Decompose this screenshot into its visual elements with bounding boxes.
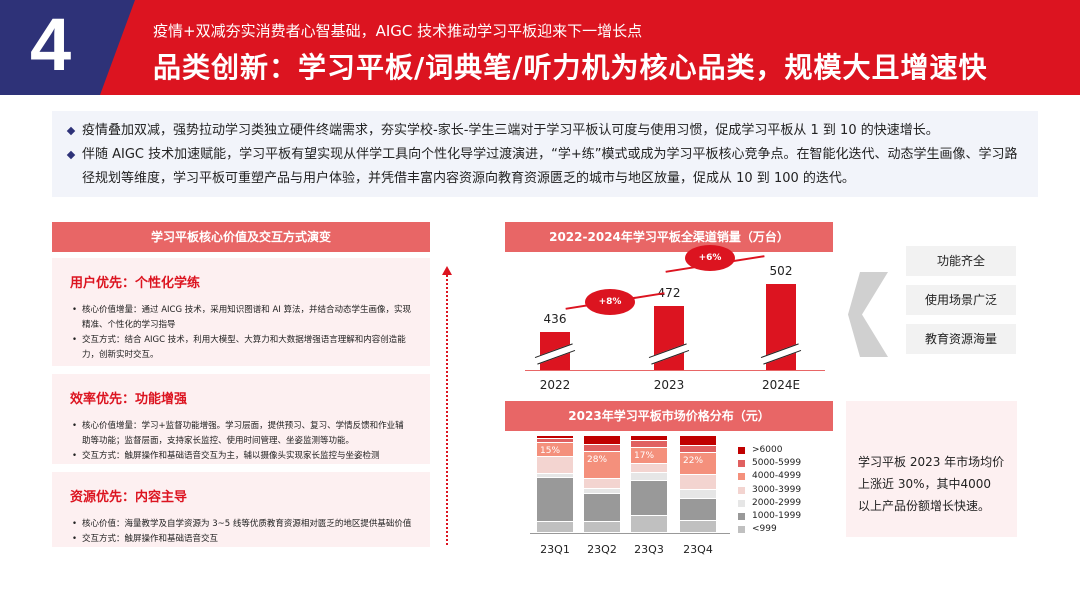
stack-segment [537,477,573,523]
stack-segment [584,494,620,523]
legend-swatch [738,499,745,507]
legend-item: >6000 [738,444,782,457]
stack-segment [631,480,667,516]
legend-item: <999 [738,523,777,536]
stack-segment [631,515,667,533]
feature-tag: 教育资源海量 [906,324,1016,354]
legend-item: 2000-2999 [738,497,801,510]
stack-segment [537,457,573,474]
stack-segment [631,436,667,441]
baseline [530,533,730,534]
legend-item: 4000-4999 [738,470,801,483]
category-label: 2022 [539,378,571,392]
segment-label: 22% [683,456,704,467]
legend-swatch [738,460,745,468]
price-chart-title: 2023年学习平板市场价格分布（元） [505,401,833,431]
evolution-arrow-line [446,275,448,545]
intro-box: 疫情叠加双减，强势拉动学习类独立硬件终端需求，夯实学校-家长-学生三端对于学习平… [52,111,1038,197]
legend-label: 5000-5999 [752,458,802,469]
category-label: 23Q4 [683,543,713,556]
value-card: 资源优先：内容主导 核心价值：海量教学及自学资源为 3~5 线等优质教育资源相对… [52,472,430,547]
price-chart: 15% 23Q1 28% 23Q2 17% 23Q3 22% 23Q4 >6000 5000-59… [505,432,833,567]
stack-segment [584,478,620,490]
sales-chart-title: 2022-2024年学习平板全渠道销量（万台） [505,222,833,252]
card-item: 核心价值增量：学习+监督功能增强。学习层面，提供预习、复习、学情反馈和作业辅助等… [70,419,412,449]
stack-segment [680,474,716,491]
stack-segment [680,453,716,475]
card-item: 交互方式：触屏操作和基础语音交互 [70,532,412,547]
legend-label: 4000-4999 [752,471,802,482]
feature-tag: 功能齐全 [906,246,1016,276]
sales-chart: 436 2022 472 2023 502 2024E +8% +6% [505,245,833,400]
market-note: 学习平板 2023 年市场均价上涨近 30%，其中4000 以上产品份额增长快速… [846,401,1017,537]
page-title: 品类创新：学习平板/词典笔/听力机为核心品类，规模大且增速快 [153,51,988,84]
value-label: 502 [769,264,793,279]
stack-segment [537,522,573,533]
legend-label: >6000 [752,445,783,455]
card-heading: 效率优先：功能增强 [70,392,188,407]
category-label: 23Q2 [587,543,617,556]
card-item: 核心价值增量：通过 AICG 技术，采用知识图谱和 AI 算法，并结合动态学生画… [70,303,412,333]
stack-segment [537,473,573,478]
intro-bullet: 疫情叠加双减，强势拉动学习类独立硬件终端需求，夯实学校-家长-学生三端对于学习平… [66,119,1024,143]
card-item: 交互方式：触屏操作和基础语音交互为主，辅以摄像头实现家长监控与坐姿检测 [70,449,412,464]
chevron-left-icon [848,272,888,357]
legend-swatch [738,526,745,534]
stack-segment [537,442,573,458]
legend-label: <999 [752,524,777,535]
legend-label: 1000-1999 [752,511,802,521]
value-label: 436 [543,311,567,326]
stack-segment [680,445,716,454]
category-label: 2024E [761,378,801,392]
segment-label: 17% [634,450,655,461]
intro-bullet: 伴随 AIGC 技术加速赋能，学习平板有望实现从伴学工具向个性化导学过渡演进，“… [66,143,1024,191]
value-card: 用户优先：个性化学练 核心价值增量：通过 AICG 技术，采用知识图谱和 AI … [52,258,430,366]
category-label: 23Q1 [540,543,570,556]
stack-segment [584,489,620,495]
legend-label: 3000-3999 [752,484,802,495]
legend-label: 2000-2999 [752,497,802,508]
header-subtitle: 疫情+双减夯实消费者心智基础，AIGC 技术推动学习平板迎来下一增长点 [153,22,643,40]
stack-segment [584,444,620,452]
stack-segment [680,499,716,522]
legend-swatch [738,513,745,520]
segment-label: 28% [587,454,608,465]
legend-item: 1000-1999 [738,510,801,523]
arrow-up-icon [442,266,452,275]
stack-segment [631,440,667,448]
stack-segment [584,522,620,533]
segment-label: 15% [540,445,561,456]
feature-tag: 使用场景广泛 [906,285,1016,315]
stack-segment [680,490,716,500]
card-item: 交互方式：结合 AIGC 技术，利用大模型、大算力和大数据增强语言理解和内容创造… [70,333,412,363]
value-card: 效率优先：功能增强 核心价值增量：学习+监督功能增强。学习层面，提供预习、复习、… [52,374,430,464]
header-bar [0,0,1080,95]
card-heading: 资源优先：内容主导 [70,490,188,505]
stack-segment [631,472,667,481]
growth-label: +8% [585,289,635,315]
stack-segment [631,447,667,465]
legend-item: 3000-3999 [738,484,801,497]
stack-segment [584,436,620,445]
card-heading: 用户优先：个性化学练 [70,276,201,291]
section-number: 4 [30,3,72,86]
legend-swatch [738,447,745,454]
legend-swatch [738,473,745,481]
stack-segment [680,436,716,446]
card-item: 核心价值：海量教学及自学资源为 3~5 线等优质教育资源相对匮乏的地区提供基础价… [70,517,412,532]
stack-segment [584,451,620,479]
baseline [525,370,825,371]
category-label: 23Q3 [634,543,664,556]
legend-swatch [738,486,745,494]
category-label: 2023 [653,378,685,392]
left-panel-title: 学习平板核心价值及交互方式演变 [52,222,430,252]
stack-segment [680,521,716,533]
value-label: 472 [657,285,681,300]
stack-segment [631,464,667,473]
stack-segment [537,436,573,439]
stack-segment [537,438,573,443]
legend-item: 5000-5999 [738,457,801,470]
growth-label: +6% [685,245,735,271]
